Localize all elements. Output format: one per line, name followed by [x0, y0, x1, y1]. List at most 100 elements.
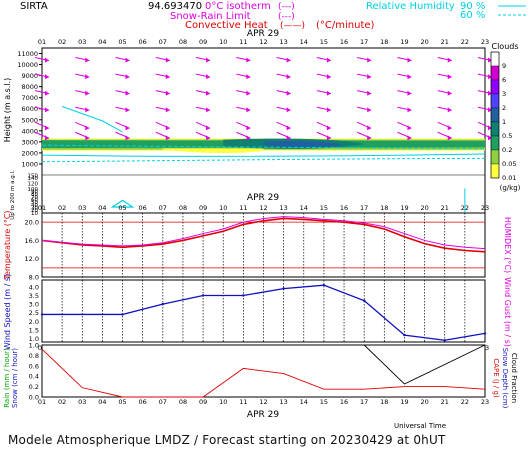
wind-arrow-3-23 [477, 106, 493, 113]
wind-arrow-head [326, 90, 331, 96]
wind-arrow-head [125, 74, 130, 80]
bottom-hour-13: 13 [279, 398, 287, 406]
wind-arrow-head [488, 135, 492, 141]
wind-arrow-4-13 [276, 121, 291, 131]
wind-arrow-head [407, 57, 412, 63]
rh-loop [110, 199, 135, 208]
colorbar-unit: (g/kg) [500, 184, 521, 192]
wind-point-8 [403, 333, 406, 337]
footer-title: Modele Atmospherique LMDZ / Forecast sta… [8, 433, 446, 447]
p2top-hour-19: 19 [400, 204, 408, 212]
date-label-bottom: APR 29 [247, 410, 279, 420]
cloud-low-ytick-label-80: 80 [31, 192, 38, 198]
p2top-hour-09: 09 [199, 204, 207, 212]
colorbar-label-1: 6 [502, 76, 506, 84]
wind-arrow-head [407, 135, 412, 141]
wind-arrow-2-7 [155, 90, 170, 96]
p2top-hour-23: 23 [481, 204, 489, 212]
temp-panel-frame [41, 212, 486, 278]
wind-arrow-3-17 [357, 106, 372, 113]
universal-time-label: Universal Time [394, 422, 446, 430]
cloud-ylabel-low: Up to 200 m a.g.l. [10, 170, 16, 220]
p2top-hour-11: 11 [239, 204, 247, 212]
top-hour-23: 23 [481, 38, 489, 46]
wind-arrow-head [286, 74, 291, 80]
colorbar-frame [490, 51, 500, 179]
wind-arrow-head [206, 74, 211, 80]
cloud-ytick-label-2000: 2000 [21, 149, 38, 157]
wind-arrow-1-3 [75, 73, 90, 80]
wind-arrow-head [488, 107, 492, 113]
wind-arrow-head [407, 74, 412, 80]
precip-ytick-0.2: 0.2 [29, 383, 39, 391]
date-label-top: APR 29 [247, 29, 279, 39]
wind-arrow-head [447, 135, 452, 141]
colorbar-cell-0 [490, 51, 500, 67]
colorbar-title: Clouds [491, 42, 518, 51]
cloudfraction-ylabel: Cloud Fraction [510, 353, 518, 403]
bottom-hour-14: 14 [300, 398, 308, 406]
wind-arrow-head [326, 125, 331, 131]
cloud-ytick-label-8000: 8000 [21, 83, 38, 91]
cloud-ytick-label-10000: 10000 [17, 61, 38, 69]
p2top-hour-15: 15 [320, 204, 328, 212]
cloud-low-ytick-label-90: 90 [31, 190, 38, 196]
wind-arrow-head [206, 125, 211, 131]
colorbar-cell-3 [490, 93, 500, 109]
colorbar-label-2: 3 [502, 90, 506, 98]
wind-arrow-head [125, 125, 130, 131]
top-hour-06: 06 [139, 38, 147, 46]
cloud-low-ytick-label-50: 50 [31, 200, 38, 206]
cloud-low-ytick-label-40: 40 [31, 203, 38, 209]
cloud-ytick-label-3000: 3000 [21, 138, 38, 146]
wind-arrow-head [165, 135, 170, 141]
wind-arrow-3-13 [276, 106, 291, 113]
wind-arrow-4-1 [34, 121, 50, 131]
wind-arrow-head [286, 135, 291, 141]
wind-arrow-head [488, 125, 492, 131]
snow-ylabel: Snow (cm / hour) [11, 348, 19, 408]
p2top-hour-17: 17 [360, 204, 368, 212]
bottom-hour-21: 21 [441, 398, 449, 406]
wind-arrow-head [246, 107, 251, 113]
wind-arrow-head [447, 125, 452, 131]
wind-arrow-4-11 [236, 121, 251, 131]
wind-arrow-0-7 [155, 57, 170, 63]
cloud-ytick-label-1000: 1000 [21, 160, 38, 168]
wind-arrow-0-9 [195, 57, 211, 63]
wind-arrow-3-1 [34, 106, 50, 113]
wind-arrow-head [326, 57, 331, 63]
p2top-hour-13: 13 [279, 204, 287, 212]
top-hour-05: 05 [118, 38, 126, 46]
wind-arrow-5-9 [195, 131, 211, 141]
wind-arrow-head [246, 135, 251, 141]
wind-point-3 [201, 294, 205, 297]
legend-conv-symbol: (——) [280, 21, 305, 31]
wind-arrow-head [326, 107, 331, 113]
wind-arrow-5-15 [316, 131, 332, 141]
wind-arrow-head [407, 107, 412, 113]
top-hour-13: 13 [279, 38, 287, 46]
wind-arrow-head [85, 135, 90, 141]
temp-ytick-20.0: 20.0 [25, 219, 39, 227]
wind-ylabel: Wind Speed (m / s) [3, 274, 12, 350]
wind-arrow-head [45, 135, 49, 141]
wind-arrow-head [165, 125, 170, 131]
wind-arrow-3-11 [236, 106, 251, 113]
wind-arrow-head [45, 125, 49, 131]
p2top-hour-22: 22 [461, 204, 469, 212]
wind-ytick-3.0: 3.0 [29, 301, 39, 309]
wind-arrow-5-13 [276, 131, 291, 141]
wind-ytick-1.0: 1.0 [29, 335, 39, 343]
wind-ytick-2.0: 2.0 [29, 318, 39, 326]
p2top-hour-07: 07 [159, 204, 167, 212]
wind-arrow-head [85, 74, 90, 80]
top-hour-09: 09 [199, 38, 207, 46]
wind-point-7 [362, 299, 366, 302]
wind-arrow-1-9 [195, 73, 211, 80]
bottom-hour-22: 22 [461, 398, 469, 406]
coords-label: 94.693470 [148, 1, 202, 12]
temp-ytick-12.0: 12.0 [25, 255, 39, 263]
cloud-ytick-label-5000: 5000 [21, 116, 38, 124]
p2top-hour-02: 02 [58, 204, 66, 212]
